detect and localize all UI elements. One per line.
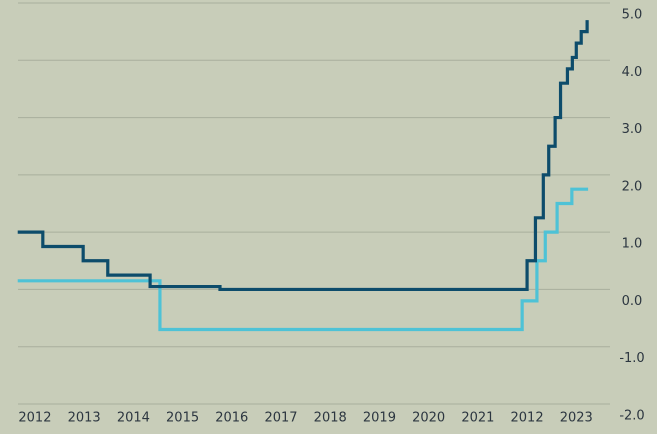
x-tick-label: 2013 xyxy=(68,411,101,426)
x-tick-label: 2017 xyxy=(264,411,297,426)
x-tick-label: 2021 xyxy=(461,411,494,426)
x-tick-label: 2016 xyxy=(215,411,248,426)
x-tick-label: 2019 xyxy=(363,411,396,426)
x-tick-label: 2012 xyxy=(511,411,544,426)
y-tick-label: 4.0 xyxy=(622,65,643,80)
y-tick-label: -2.0 xyxy=(619,409,644,424)
y-tick-label: 1.0 xyxy=(622,237,643,252)
x-tick-label: 2018 xyxy=(314,411,347,426)
y-tick-label: -1.0 xyxy=(619,351,644,366)
series-line xyxy=(17,187,589,332)
y-tick-label: 0.0 xyxy=(622,294,643,309)
x-tick-label: 2015 xyxy=(166,411,199,426)
x-tick-label: 2020 xyxy=(412,411,445,426)
y-tick-label: 2.0 xyxy=(622,179,643,194)
y-tick-label: 5.0 xyxy=(622,8,643,23)
x-tick-label: 2012 xyxy=(18,411,51,426)
series-line xyxy=(17,20,589,292)
x-tick-label: 2023 xyxy=(560,411,593,426)
y-tick-label: 3.0 xyxy=(622,122,643,137)
x-tick-label: 2014 xyxy=(117,411,150,426)
